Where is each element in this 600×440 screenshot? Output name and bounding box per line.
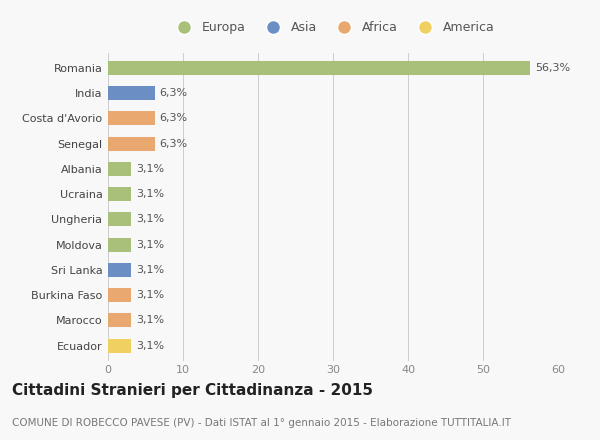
Bar	[108, 111, 155, 125]
Bar	[108, 187, 131, 201]
Bar	[108, 238, 131, 252]
Bar	[108, 61, 530, 75]
Text: 6,3%: 6,3%	[160, 88, 188, 98]
Bar	[108, 162, 131, 176]
Bar	[108, 137, 155, 150]
Bar	[108, 86, 155, 100]
Text: 3,1%: 3,1%	[136, 189, 164, 199]
Text: 3,1%: 3,1%	[136, 290, 164, 300]
Text: 3,1%: 3,1%	[136, 214, 164, 224]
Text: COMUNE DI ROBECCO PAVESE (PV) - Dati ISTAT al 1° gennaio 2015 - Elaborazione TUT: COMUNE DI ROBECCO PAVESE (PV) - Dati IST…	[12, 418, 511, 428]
Legend: Europa, Asia, Africa, America: Europa, Asia, Africa, America	[172, 21, 494, 34]
Bar	[108, 313, 131, 327]
Text: 3,1%: 3,1%	[136, 164, 164, 174]
Text: Cittadini Stranieri per Cittadinanza - 2015: Cittadini Stranieri per Cittadinanza - 2…	[12, 383, 373, 398]
Text: 3,1%: 3,1%	[136, 265, 164, 275]
Bar	[108, 288, 131, 302]
Text: 3,1%: 3,1%	[136, 315, 164, 326]
Bar	[108, 263, 131, 277]
Bar	[108, 339, 131, 352]
Text: 3,1%: 3,1%	[136, 341, 164, 351]
Bar	[108, 213, 131, 226]
Text: 6,3%: 6,3%	[160, 139, 188, 149]
Text: 6,3%: 6,3%	[160, 114, 188, 124]
Text: 3,1%: 3,1%	[136, 240, 164, 249]
Text: 56,3%: 56,3%	[535, 63, 570, 73]
